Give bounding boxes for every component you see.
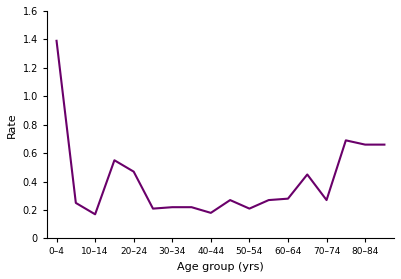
X-axis label: Age group (yrs): Age group (yrs) xyxy=(177,262,264,272)
Y-axis label: Rate: Rate xyxy=(7,112,17,138)
